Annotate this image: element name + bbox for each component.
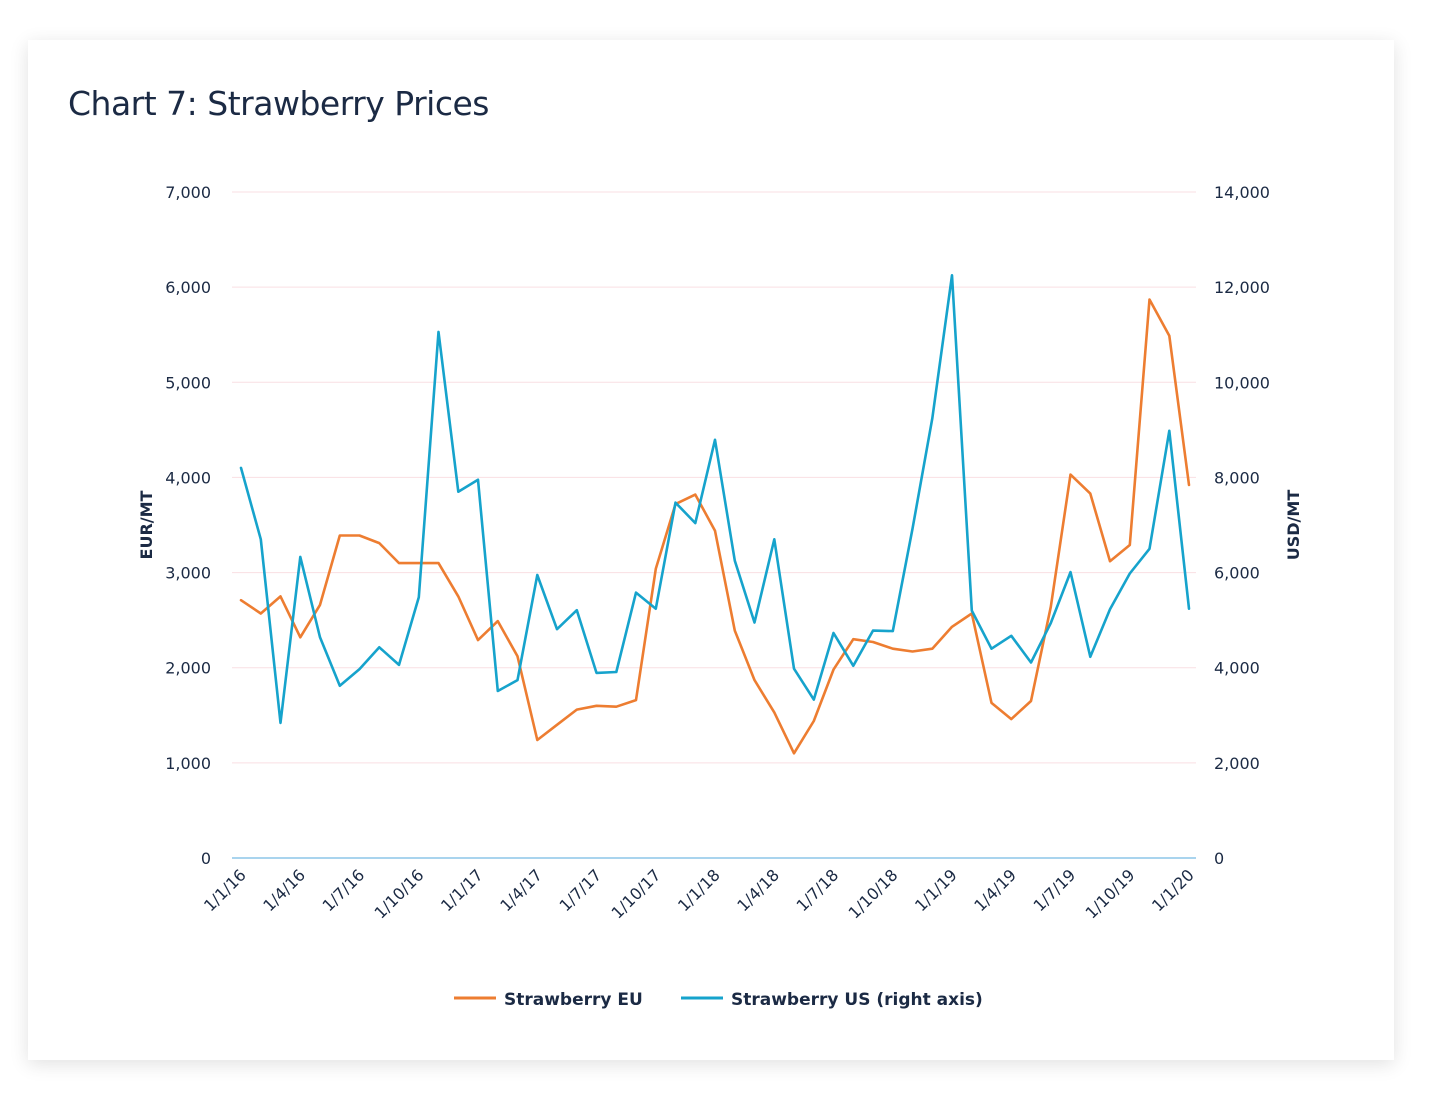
- x-tick-label: 1/1/20: [1148, 865, 1198, 915]
- left-tick-label: 0: [201, 849, 211, 868]
- right-axis-ticks: 0 2,000 4,000 6,000 8,000 10,000 12,000 14,000: [1214, 183, 1270, 868]
- x-tick-label: 1/1/16: [200, 865, 250, 915]
- x-tick-label: 1/1/17: [437, 865, 487, 915]
- left-tick-label: 6,000: [165, 278, 211, 297]
- x-tick-label: 1/10/17: [608, 865, 665, 922]
- legend: Strawberry EU Strawberry US (right axis): [454, 990, 983, 1010]
- x-tick-label: 1/4/18: [733, 865, 783, 915]
- x-tick-label: 1/10/19: [1082, 865, 1139, 922]
- legend-label: Strawberry EU: [504, 990, 643, 1010]
- right-axis-label: USD/MT: [1284, 490, 1303, 561]
- right-tick-label: 8,000: [1214, 468, 1260, 487]
- x-tick-label: 1/10/18: [845, 865, 902, 922]
- chart-title: Chart 7: Strawberry Prices: [68, 84, 489, 123]
- right-tick-label: 10,000: [1214, 373, 1270, 392]
- gridlines: [232, 191, 1196, 859]
- left-axis-ticks: 0 1,000 2,000 3,000 4,000 5,000 6,000 7,000: [165, 183, 211, 868]
- left-axis-label: EUR/MT: [137, 490, 156, 559]
- left-tick-label: 2,000: [165, 659, 211, 678]
- left-tick-label: 1,000: [165, 754, 211, 773]
- x-tick-label: 1/7/17: [555, 865, 605, 915]
- x-tick-label: 1/4/16: [259, 865, 309, 915]
- series-line-eu: [239, 298, 1191, 755]
- chart-card: Chart 7: Strawberry Prices: [28, 40, 1394, 1060]
- x-tick-label: 1/7/19: [1029, 865, 1079, 915]
- left-tick-label: 4,000: [165, 468, 211, 487]
- series-lines: [239, 273, 1191, 755]
- right-tick-label: 12,000: [1214, 278, 1270, 297]
- x-tick-label: 1/10/16: [371, 865, 428, 922]
- right-tick-label: 4,000: [1214, 659, 1260, 678]
- x-tick-label: 1/4/19: [970, 865, 1020, 915]
- right-tick-label: 0: [1214, 849, 1224, 868]
- right-tick-label: 14,000: [1214, 183, 1270, 202]
- x-tick-label: 1/7/18: [792, 865, 842, 915]
- x-axis-ticks: 1/1/16 1/4/16 1/7/16 1/10/16 1/1/17 1/4/17 1/7…: [200, 865, 1198, 922]
- x-tick-label: 1/4/17: [496, 865, 546, 915]
- left-tick-label: 3,000: [165, 564, 211, 583]
- x-tick-label: 1/1/19: [911, 865, 961, 915]
- series-line-us: [239, 273, 1191, 725]
- left-tick-label: 7,000: [165, 183, 211, 202]
- x-tick-label: 1/7/16: [318, 865, 368, 915]
- left-tick-label: 5,000: [165, 373, 211, 392]
- right-tick-label: 2,000: [1214, 754, 1260, 773]
- legend-label: Strawberry US (right axis): [731, 990, 983, 1010]
- x-tick-label: 1/1/18: [674, 865, 724, 915]
- right-tick-label: 6,000: [1214, 564, 1260, 583]
